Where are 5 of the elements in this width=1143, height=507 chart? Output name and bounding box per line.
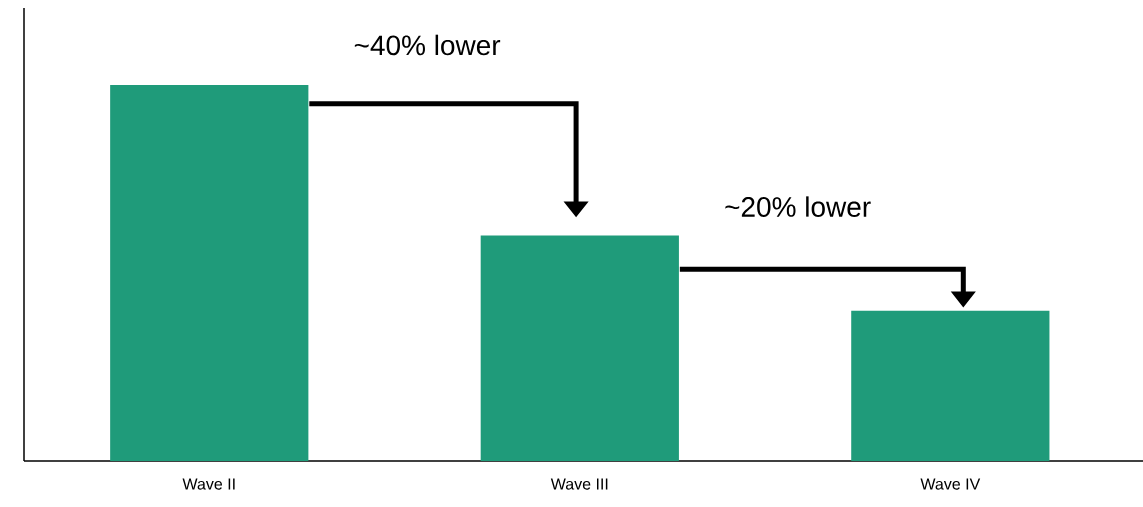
text: ~40% lower xyxy=(354,34,501,56)
x-tick-label: Wave IV xyxy=(920,478,981,490)
annotation: ~20% lower xyxy=(725,196,871,217)
x-tick-label: Wave II xyxy=(182,478,235,490)
x-tick-label: Wave III xyxy=(550,478,608,490)
